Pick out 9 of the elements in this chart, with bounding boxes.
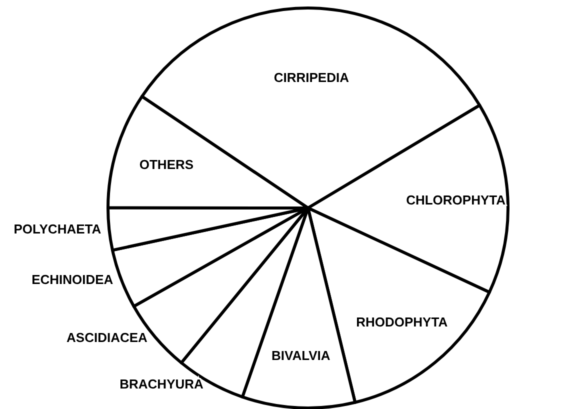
slice-label: POLYCHAETA xyxy=(14,221,102,236)
slice-label: ECHINOIDEA xyxy=(32,272,114,287)
slice-label: OTHERS xyxy=(139,156,194,172)
slice-label: CHLOROPHYTA xyxy=(406,192,506,208)
slice-label: BRACHYURA xyxy=(120,376,204,392)
slice-label: ASCIDIACEA xyxy=(66,330,148,346)
slice-label: CIRRIPEDIA xyxy=(274,70,350,86)
slice-label: RHODOPHYTA xyxy=(356,314,448,330)
slice-label: BIVALVIA xyxy=(272,348,331,363)
